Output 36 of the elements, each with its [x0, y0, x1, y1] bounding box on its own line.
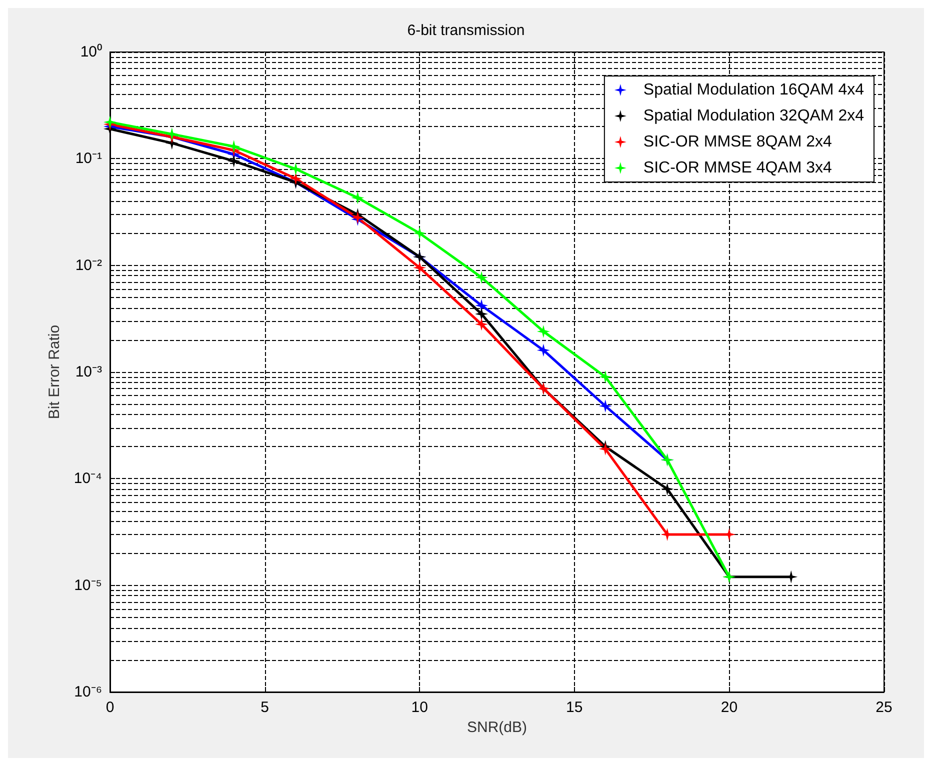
x-tick-label: 15 — [566, 699, 583, 716]
legend-label: SIC-OR MMSE 4QAM 3x4 — [643, 160, 832, 176]
y-tick-label: 10⁻⁵ — [74, 576, 102, 594]
y-axis-title: Bit Error Ratio — [46, 324, 63, 420]
y-tick-label: 10⁻¹ — [75, 150, 102, 168]
x-tick-label: 5 — [260, 699, 269, 716]
point — [289, 172, 302, 186]
point — [227, 140, 240, 154]
legend-label: Spatial Modulation 16QAM 4x4 — [643, 82, 864, 98]
y-tick-label: 10⁰ — [80, 44, 102, 60]
point — [413, 226, 426, 240]
x-axis-title: SNR(dB) — [466, 719, 528, 736]
point — [536, 344, 550, 357]
point — [351, 191, 364, 204]
legend-label: SIC-OR MMSE 8QAM 2x4 — [643, 134, 832, 150]
point — [227, 154, 240, 168]
point — [536, 324, 550, 338]
point — [598, 370, 612, 384]
x-tick-label: 10 — [411, 699, 428, 716]
point — [660, 482, 674, 496]
y-tick-label: 10⁻³ — [75, 364, 102, 380]
point — [165, 128, 178, 141]
x-tick-label: 25 — [876, 699, 892, 716]
y-tick-label: 10⁻² — [75, 256, 102, 274]
point — [475, 318, 488, 331]
point — [289, 162, 302, 176]
x-tick-label: 0 — [106, 699, 114, 716]
y-tick-label: 10⁻⁴ — [74, 470, 102, 488]
chart-title: 6-bit transmission — [407, 22, 525, 39]
point — [475, 270, 488, 284]
y-tick-label: 10⁻⁶ — [74, 684, 102, 700]
point — [598, 400, 612, 412]
point — [475, 307, 488, 320]
legend-label: Spatial Modulation 32QAM 2x4 — [643, 108, 864, 124]
x-tick-label: 20 — [720, 699, 738, 716]
point — [413, 261, 426, 274]
